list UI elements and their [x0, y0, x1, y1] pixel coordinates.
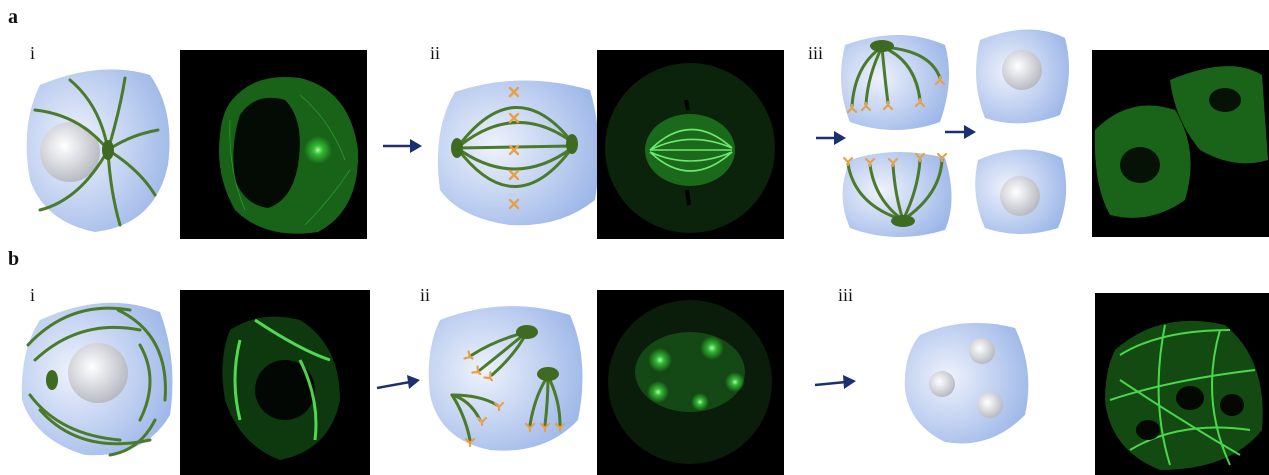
- cell-b-i: [21, 302, 173, 457]
- spindle: [455, 105, 574, 188]
- centrosome: [537, 367, 559, 381]
- centrosome: [46, 370, 58, 390]
- micrograph-a-ii: [597, 50, 784, 239]
- centrosome: [566, 134, 578, 154]
- microtubules: [26, 306, 167, 457]
- step-label-a-ii: ii: [430, 43, 441, 63]
- micrograph-a-i: [180, 50, 367, 239]
- step-label-b-i: i: [30, 285, 36, 305]
- cell-a-iii-dividing: [841, 35, 952, 238]
- right-arrow-icon: [376, 375, 420, 390]
- nucleus: [40, 122, 100, 182]
- cell-a-i: [26, 69, 170, 232]
- cell-b-iii: [904, 322, 1029, 444]
- micrograph-b-i: [180, 290, 370, 475]
- right-arrow-icon: [383, 139, 422, 153]
- daughter-cell: [975, 149, 1067, 234]
- nucleus: [977, 392, 1003, 418]
- right-arrow-icon: [945, 125, 976, 139]
- cell-a-ii: [437, 80, 599, 226]
- panel-label-b: b: [8, 248, 20, 270]
- step-label-b-ii: ii: [420, 285, 431, 305]
- micrograph-a-iii: [1092, 50, 1269, 237]
- centrosome: [870, 40, 894, 52]
- right-arrow-icon: [816, 131, 846, 145]
- nucleus: [969, 338, 995, 364]
- step-label-a-i: i: [30, 43, 36, 63]
- panel-label-a: a: [8, 6, 18, 28]
- micrograph-b-ii: [597, 290, 784, 475]
- centrosome: [451, 138, 463, 158]
- centrosome: [516, 325, 538, 339]
- nucleus: [68, 343, 128, 403]
- step-label-a-iii: iii: [808, 43, 824, 63]
- nucleus: [929, 371, 955, 397]
- centrosome: [891, 215, 915, 227]
- micrograph-b-iii: [1095, 293, 1269, 475]
- right-arrow-icon: [814, 375, 856, 389]
- step-label-b-iii: iii: [838, 285, 854, 305]
- daughter-cell: [976, 29, 1069, 124]
- centrosome: [102, 140, 114, 160]
- cell-b-ii: [428, 306, 583, 451]
